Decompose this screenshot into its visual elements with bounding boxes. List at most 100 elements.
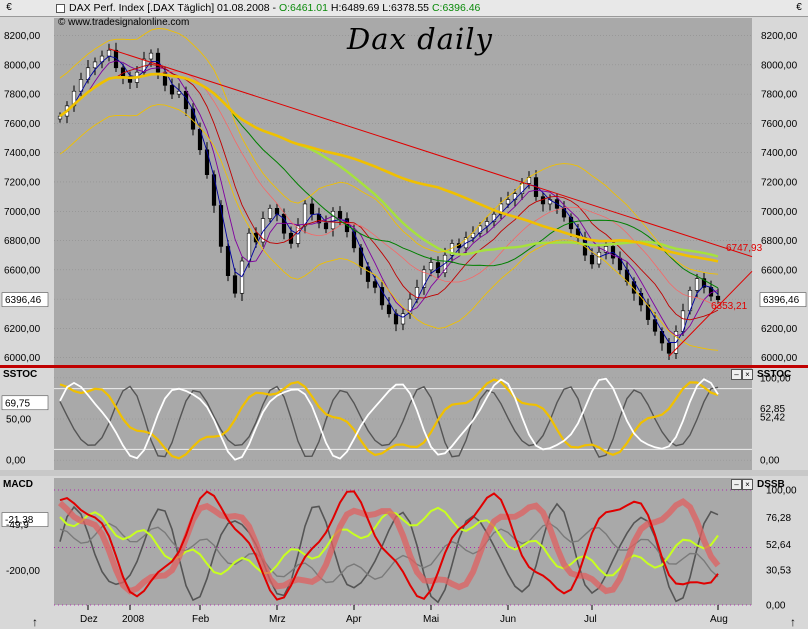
panel-close-button[interactable]: × bbox=[742, 479, 753, 490]
candle-body bbox=[393, 313, 399, 325]
panel-minimize-button[interactable]: – bbox=[731, 369, 742, 380]
y-tick-label-right: 8200,00 bbox=[761, 31, 798, 42]
sstoc-tick-right: 0,00 bbox=[760, 456, 780, 467]
panel-title-sstoc-right: SSTOC bbox=[757, 369, 792, 380]
instrument-checkbox[interactable] bbox=[56, 3, 65, 13]
panel-separator bbox=[0, 365, 808, 368]
candle-body bbox=[169, 85, 175, 95]
sstoc-tick-left: 0,00 bbox=[6, 456, 26, 467]
y-tick-label-right: 7800,00 bbox=[761, 90, 798, 101]
y-tick-label-left: 6800,00 bbox=[4, 236, 41, 247]
candle-body bbox=[372, 281, 378, 288]
dssb-tick-right: 30,53 bbox=[766, 565, 791, 576]
candle-body bbox=[253, 232, 259, 243]
candle-body bbox=[589, 254, 595, 265]
y-tick-label-right: 7600,00 bbox=[761, 119, 798, 130]
candle-body bbox=[491, 213, 497, 222]
scroll-up-arrow: ↑ bbox=[790, 615, 796, 629]
candle-body bbox=[78, 79, 84, 92]
macd-signal-line bbox=[59, 522, 719, 584]
macd-value-left: -21,38 bbox=[5, 515, 34, 526]
panel-separator bbox=[0, 470, 808, 476]
candle-body bbox=[323, 222, 329, 230]
candle-body bbox=[211, 174, 217, 206]
dssb-tick-right: 52,64 bbox=[766, 540, 791, 551]
bollinger-upper bbox=[59, 28, 719, 275]
y-tick-label-left: 7200,00 bbox=[4, 177, 41, 188]
candle-body bbox=[260, 218, 266, 243]
y-tick-label-left: 7000,00 bbox=[4, 207, 41, 218]
candle-body bbox=[183, 90, 189, 110]
stoch-fast-line bbox=[59, 377, 719, 461]
macd-tick-left: -200,00 bbox=[6, 566, 40, 577]
sstoc-tick-left: 50,00 bbox=[6, 415, 31, 426]
panel-close-button[interactable]: × bbox=[742, 369, 753, 380]
moving-average-line bbox=[59, 55, 719, 343]
support-trendline bbox=[668, 270, 753, 357]
x-tick-label: Feb bbox=[192, 614, 210, 625]
moving-average-line bbox=[59, 72, 719, 263]
panel-title-macd: MACD bbox=[3, 479, 33, 490]
resistance-trendline bbox=[108, 48, 753, 258]
dssb-tick-right: 100,00 bbox=[766, 486, 797, 497]
instrument-name: DAX Perf. Index [.DAX Täglich] 01.08.200… bbox=[69, 2, 270, 14]
candle-body bbox=[218, 205, 224, 247]
x-tick-label: Aug bbox=[710, 614, 728, 625]
macd-value-left-box bbox=[1, 512, 49, 527]
dssb-tick-right: 0,00 bbox=[766, 601, 786, 612]
sstoc-tick-right: 52,42 bbox=[760, 413, 785, 424]
sstoc-value-left: 69,75 bbox=[5, 398, 30, 409]
panel-title-dssb: DSSB bbox=[757, 479, 785, 490]
candle-body bbox=[232, 275, 238, 294]
candle-body bbox=[470, 232, 476, 238]
candle-body bbox=[365, 266, 371, 282]
y-tick-label-left: 7400,00 bbox=[4, 148, 41, 159]
x-tick-label: 2008 bbox=[122, 614, 145, 625]
time-axis-strip bbox=[0, 605, 808, 629]
panel-minimize-button[interactable]: – bbox=[731, 479, 742, 490]
stoch-slow-line bbox=[59, 378, 719, 460]
candle-body bbox=[428, 262, 434, 271]
y-tick-label-left: 6200,00 bbox=[4, 324, 41, 335]
x-tick-label: Jul bbox=[584, 614, 597, 625]
stoch-raw-line bbox=[59, 385, 719, 458]
candle-body bbox=[477, 225, 483, 234]
candle-body bbox=[407, 298, 413, 315]
y-tick-label-left: 6600,00 bbox=[4, 265, 41, 276]
close-value: C:6396.46 bbox=[431, 2, 481, 14]
candle-body bbox=[113, 49, 119, 69]
last-price-label-right-box bbox=[759, 292, 807, 307]
candle-body bbox=[666, 342, 672, 354]
candle-body bbox=[701, 278, 707, 288]
candle-body bbox=[155, 52, 161, 73]
candle-body bbox=[204, 149, 210, 175]
candle-body bbox=[337, 210, 343, 219]
candle-body bbox=[400, 313, 406, 325]
y-tick-label-left: 6000,00 bbox=[4, 353, 41, 364]
candle-body bbox=[386, 304, 392, 315]
panel-title-sstoc: SSTOC bbox=[3, 369, 38, 380]
currency-label-right: € bbox=[796, 2, 802, 13]
bollinger-lower bbox=[59, 104, 719, 351]
candle-body bbox=[267, 208, 273, 219]
candle-body bbox=[148, 52, 154, 60]
y-tick-label-left: 8000,00 bbox=[4, 60, 41, 71]
x-tick-label: Jun bbox=[500, 614, 516, 625]
candle-body bbox=[379, 287, 385, 306]
support-value-label: 6353,21 bbox=[711, 301, 748, 312]
candle-body bbox=[225, 246, 231, 276]
sstoc-tick-right: 100,00 bbox=[760, 373, 791, 384]
candle-body bbox=[603, 246, 609, 253]
scroll-up-arrow: ↑ bbox=[32, 615, 38, 629]
y-tick-label-right: 7000,00 bbox=[761, 207, 798, 218]
y-tick-label-left: 8200,00 bbox=[4, 31, 41, 42]
candle-body bbox=[694, 278, 700, 291]
candle-body bbox=[498, 203, 504, 215]
candle-body bbox=[421, 269, 427, 288]
high-value: H:6489.69 bbox=[330, 2, 380, 14]
y-tick-label-left: 7800,00 bbox=[4, 90, 41, 101]
dssb-band bbox=[57, 498, 721, 595]
candle-body bbox=[246, 232, 252, 262]
y-tick-label-right: 6800,00 bbox=[761, 236, 798, 247]
